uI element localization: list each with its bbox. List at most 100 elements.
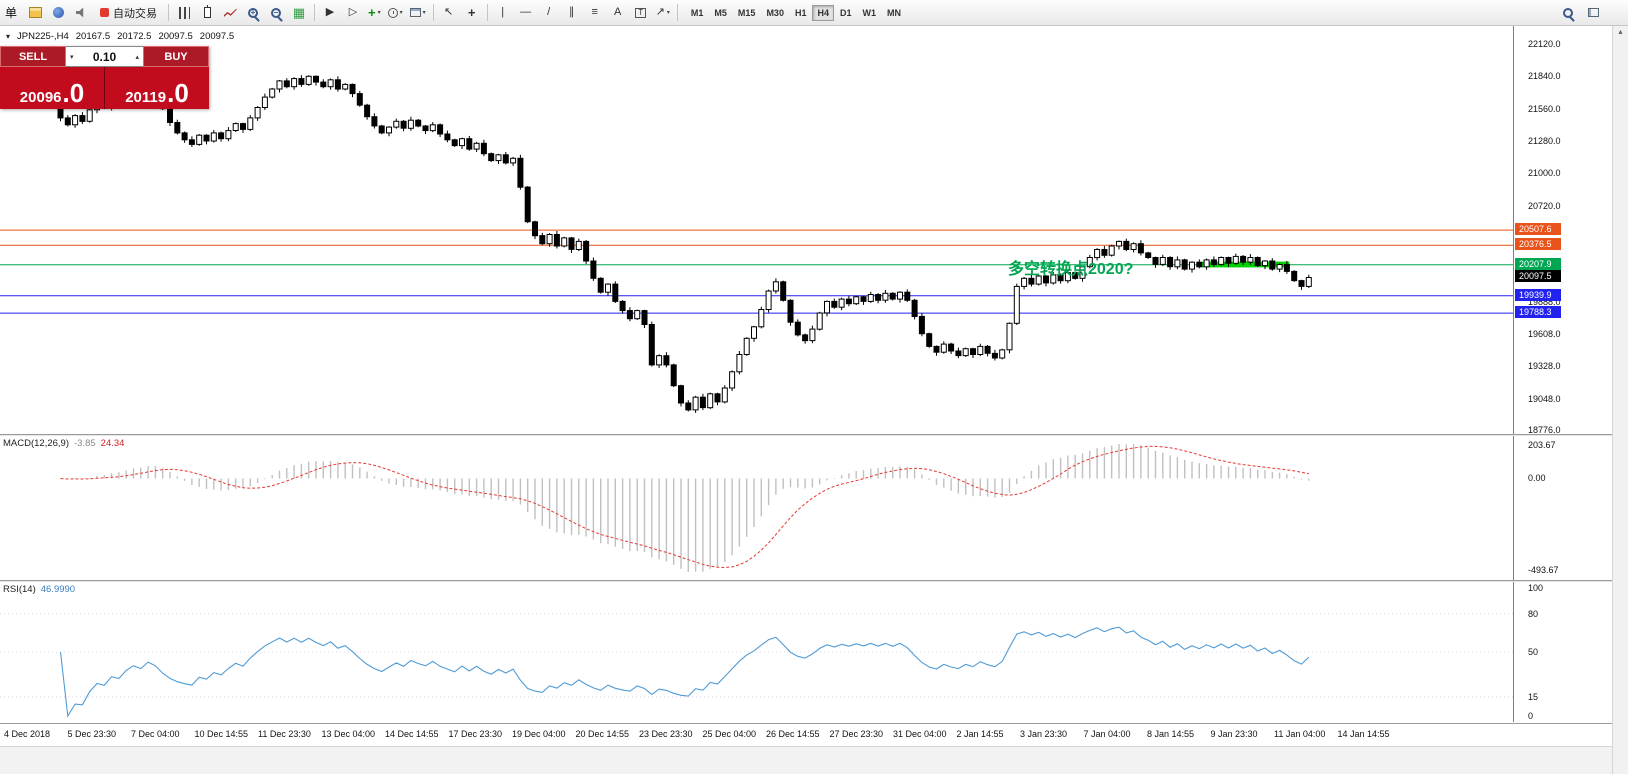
- rsi-axis-label: 15: [1528, 691, 1539, 702]
- text-label-tool[interactable]: T: [630, 3, 652, 23]
- rsi-panel: RSI(14) 46.9990 100 80 50 15 0: [0, 582, 1612, 722]
- timeframe-h1[interactable]: H1: [790, 5, 812, 21]
- time-axis-label: 8 Jan 14:55: [1147, 729, 1195, 739]
- timeframe-d1[interactable]: D1: [835, 5, 857, 21]
- rsi-axis-label: 0: [1528, 711, 1534, 721]
- trendline-tool[interactable]: /: [538, 3, 560, 23]
- timeframe-m5[interactable]: M5: [709, 5, 732, 21]
- volume-stepper[interactable]: ▾ 0.10 ▴: [66, 46, 143, 67]
- plus-icon: +: [368, 5, 376, 20]
- time-axis-label: 9 Jan 23:30: [1210, 729, 1258, 739]
- crosshair-tool-icon[interactable]: +: [461, 3, 483, 23]
- rsi-plot[interactable]: [0, 582, 1513, 722]
- price-axis[interactable]: 22120.0 21840.0 21560.0 21280.0 21000.0 20720…: [1513, 26, 1612, 435]
- rsi-line: [59, 626, 1310, 718]
- one-click-trading-panel: SELL ▾ 0.10 ▴ BUY 20096.0 20119.0: [0, 46, 209, 109]
- panel-separator[interactable]: [0, 434, 1612, 436]
- price-axis-label: 19608.0: [1528, 328, 1561, 339]
- auto-scroll-icon[interactable]: ▶: [319, 3, 341, 23]
- arrows-tool[interactable]: ↗ ▾: [653, 3, 673, 23]
- hline-price-label: 20376.5: [1515, 238, 1561, 251]
- time-axis-label: 27 Dec 23:30: [829, 729, 884, 739]
- panel-separator[interactable]: [0, 580, 1612, 582]
- bar-chart-icon[interactable]: [173, 3, 195, 23]
- macd-panel: MACD(12,26,9) -3.85 24.34 203.67 0.00 -493…: [0, 436, 1612, 580]
- menu-item-partial[interactable]: 单: [5, 6, 18, 20]
- line-chart-icon[interactable]: [219, 3, 241, 23]
- vertical-scrollbar[interactable]: ▲: [1612, 26, 1628, 774]
- magnifier-plus-icon: +: [248, 7, 259, 18]
- time-axis-label: 14 Jan 14:55: [1337, 729, 1390, 739]
- time-axis-label: 3 Jan 23:30: [1020, 729, 1068, 739]
- timeframe-m30[interactable]: M30: [761, 5, 789, 21]
- time-axis-label: 11 Jan 04:00: [1274, 729, 1326, 739]
- autotrade-button[interactable]: 自动交易: [93, 2, 164, 24]
- sell-button[interactable]: SELL: [0, 46, 66, 67]
- hlines-layer[interactable]: [0, 229, 1513, 314]
- macd-axis[interactable]: 203.67 0.00 -493.67: [1513, 436, 1612, 580]
- template-button[interactable]: ▾: [407, 3, 429, 23]
- rsi-label: RSI(14) 46.9990: [3, 584, 76, 595]
- chart-annotation[interactable]: 多空转换点2020?: [1008, 261, 1134, 278]
- time-axis-label: 13 Dec 04:00: [321, 729, 376, 739]
- timeframe-m1[interactable]: M1: [686, 5, 709, 21]
- macd-label: MACD(12,26,9) -3.85 24.34: [3, 438, 125, 449]
- cursor-icon: ↖: [444, 6, 454, 18]
- trendline-icon: /: [547, 6, 551, 18]
- toolbar-separator: [168, 4, 170, 21]
- window-icon[interactable]: [1582, 3, 1604, 23]
- highlight-rectangle[interactable]: [1202, 261, 1290, 268]
- one-click-collapse-icon[interactable]: ▾: [6, 32, 11, 41]
- order-icon: [28, 7, 42, 18]
- search-icon[interactable]: [1557, 3, 1579, 23]
- add-indicator-button[interactable]: + ▾: [365, 3, 384, 23]
- channel-tool[interactable]: ∥: [561, 3, 583, 23]
- window-bottom-strip: [0, 746, 1612, 774]
- buy-button[interactable]: BUY: [143, 46, 209, 67]
- timeframe-m15[interactable]: M15: [733, 5, 761, 21]
- time-axis-label: 17 Dec 23:30: [448, 729, 503, 739]
- volume-value[interactable]: 0.10: [92, 49, 117, 64]
- price-chart-plot[interactable]: [0, 26, 1513, 434]
- hline-price-label: 19788.3: [1515, 306, 1561, 319]
- scroll-up-icon[interactable]: ▲: [1617, 29, 1624, 36]
- time-axis-label: 5 Dec 23:30: [67, 729, 117, 739]
- buy-price[interactable]: 20119.0: [125, 78, 189, 109]
- chevron-down-icon: ▾: [377, 10, 381, 16]
- macd-plot[interactable]: [0, 436, 1513, 580]
- zoom-out-icon[interactable]: −: [265, 3, 287, 23]
- chart-shift-icon[interactable]: ▷: [342, 3, 364, 23]
- time-axis[interactable]: 4 Dec 2018 5 Dec 23:30 7 Dec 04:00 10 Dec 1…: [0, 723, 1612, 746]
- candles-layer: [57, 75, 1312, 413]
- rsi-value: 46.9990: [40, 584, 76, 595]
- zoom-in-icon[interactable]: +: [242, 3, 264, 23]
- time-axis-label: 20 Dec 14:55: [575, 729, 630, 739]
- text-tool[interactable]: A: [607, 3, 629, 23]
- fibonacci-tool[interactable]: ≡: [584, 3, 606, 23]
- profile-icon[interactable]: [47, 3, 69, 23]
- period-selector-button[interactable]: ▾: [385, 3, 406, 23]
- tile-windows-icon[interactable]: ▦: [288, 3, 310, 23]
- rsi-axis[interactable]: 100 80 50 15 0: [1513, 582, 1612, 722]
- sound-icon[interactable]: [70, 3, 92, 23]
- vertical-line-tool[interactable]: |: [492, 3, 514, 23]
- timeframe-mn[interactable]: MN: [882, 5, 906, 21]
- volume-decrease-button[interactable]: ▾: [70, 53, 74, 61]
- time-axis-label: 11 Dec 23:30: [258, 729, 311, 739]
- price-axis-label: 21840.0: [1528, 71, 1561, 82]
- candlestick-chart-icon[interactable]: [196, 3, 218, 23]
- timeframe-h4[interactable]: H4: [812, 4, 834, 21]
- rsi-axis-label: 50: [1528, 647, 1539, 657]
- time-axis-label: 31 Dec 04:00: [893, 729, 947, 739]
- horizontal-line-tool[interactable]: —: [515, 3, 537, 23]
- profile-circle-icon: [52, 7, 64, 18]
- symbol-header: ▾ JPN225-,H4 20167.5 20172.5 20097.5 200…: [6, 31, 234, 42]
- crosshair-icon: +: [467, 5, 476, 20]
- new-order-icon[interactable]: [24, 3, 46, 23]
- time-axis-label: 4 Dec 2018: [4, 729, 51, 739]
- cursor-tool-icon[interactable]: ↖: [438, 3, 460, 23]
- timeframe-w1[interactable]: W1: [858, 5, 882, 21]
- volume-increase-button[interactable]: ▴: [135, 53, 139, 61]
- panel-icon: [1587, 8, 1599, 17]
- sell-price[interactable]: 20096.0: [0, 67, 105, 109]
